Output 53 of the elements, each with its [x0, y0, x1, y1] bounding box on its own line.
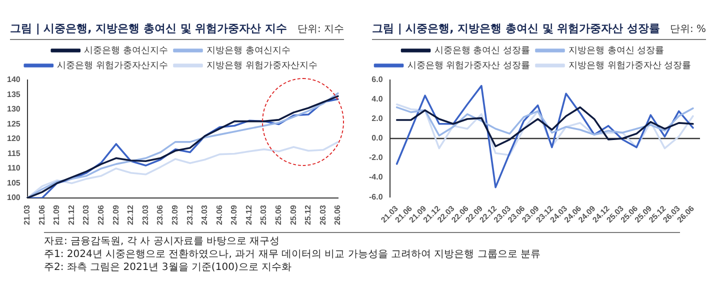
- y-tick-label: 115: [7, 148, 21, 158]
- y-tick-label: 135: [6, 90, 21, 99]
- x-tick-label: 23.03: [140, 204, 150, 226]
- legend-label: 지방은행 총여신지수: [206, 46, 290, 56]
- x-tick-label: 22.03: [82, 204, 91, 226]
- legend-label: 시중은행 위험가중자산 성장률: [407, 60, 530, 71]
- x-tick-label: 21.06: [37, 204, 46, 226]
- y-tick-label: 100: [6, 193, 21, 202]
- x-tick-label: 23.12: [185, 204, 194, 226]
- x-tick-label: 23.06: [156, 204, 165, 226]
- y-tick-label: 2.0: [372, 114, 384, 124]
- y-tick-label: 0.0: [372, 134, 384, 143]
- x-tick-label: 21.03: [22, 204, 32, 226]
- y-tick-label: 125: [6, 119, 21, 128]
- y-tick-label: -4.0: [368, 172, 384, 182]
- y-tick-label: 4.0: [372, 94, 384, 104]
- legend-label: 지방은행 위험가중자산 성장률: [568, 60, 692, 71]
- y-tick-label: -6.0: [368, 192, 384, 202]
- y-tick-label: -2.0: [368, 153, 384, 162]
- x-tick-label: 24.06: [214, 204, 224, 226]
- legend-label: 시중은행 총여신지수: [84, 46, 168, 56]
- x-tick-label: 25.09: [288, 204, 298, 226]
- x-tick-label: 21.09: [52, 204, 62, 226]
- x-tick-label: 25.06: [274, 204, 284, 226]
- x-tick-label: 25.12: [304, 204, 313, 226]
- x-tick-label: 22.12: [126, 204, 136, 226]
- x-tick-label: 22.06: [96, 204, 106, 226]
- legend-label: 지방은행 위험가중자산지수: [206, 60, 318, 71]
- x-tick-label: 23.09: [170, 204, 180, 226]
- x-tick-label: 25.03: [259, 204, 268, 226]
- legend-label: 시중은행 총여신 성장률: [434, 46, 530, 56]
- text: 단위: %: [670, 23, 706, 36]
- y-tick-label: 140: [6, 75, 21, 84]
- chart-title: 그림 | 시중은행, 지방은행 총여신 및 위험가중자산 성장률: [372, 21, 660, 36]
- x-tick-label: 24.12: [244, 204, 254, 226]
- x-tick-label: 24.09: [230, 204, 239, 226]
- x-tick-label: 21.12: [66, 204, 76, 226]
- x-tick-label: 22.09: [111, 204, 120, 226]
- text: 주1: 2024년 시중은행으로 전환하였으나, 과거 재무 데이터의 비교 가능성을 고려하여 지방은행 그룹으로 분류: [44, 248, 542, 261]
- y-tick-label: 120: [6, 134, 21, 144]
- y-tick-label: 110: [7, 164, 21, 173]
- x-tick-label: 26.06: [333, 204, 342, 226]
- text: 주2: 좌측 그림은 2021년 3월을 기준(100)으로 지수화: [44, 261, 293, 274]
- y-tick-label: 6.0: [372, 75, 384, 84]
- legend-label: 시중은행 위험가중자산지수: [57, 60, 168, 71]
- y-tick-label: 105: [6, 178, 21, 188]
- text: 단위: 지수: [297, 23, 344, 36]
- text: 자료: 금융감독원, 각 사 공시자료를 바탕으로 재구성: [44, 235, 281, 248]
- y-tick-label: 130: [6, 104, 21, 114]
- x-tick-label: 26.03: [318, 204, 328, 226]
- legend-label: 지방은행 총여신 성장률: [568, 46, 664, 56]
- chart-title: 그림 | 시중은행, 지방은행 총여신 및 위험가중자산 지수: [10, 21, 288, 36]
- x-tick-label: 24.03: [200, 204, 210, 226]
